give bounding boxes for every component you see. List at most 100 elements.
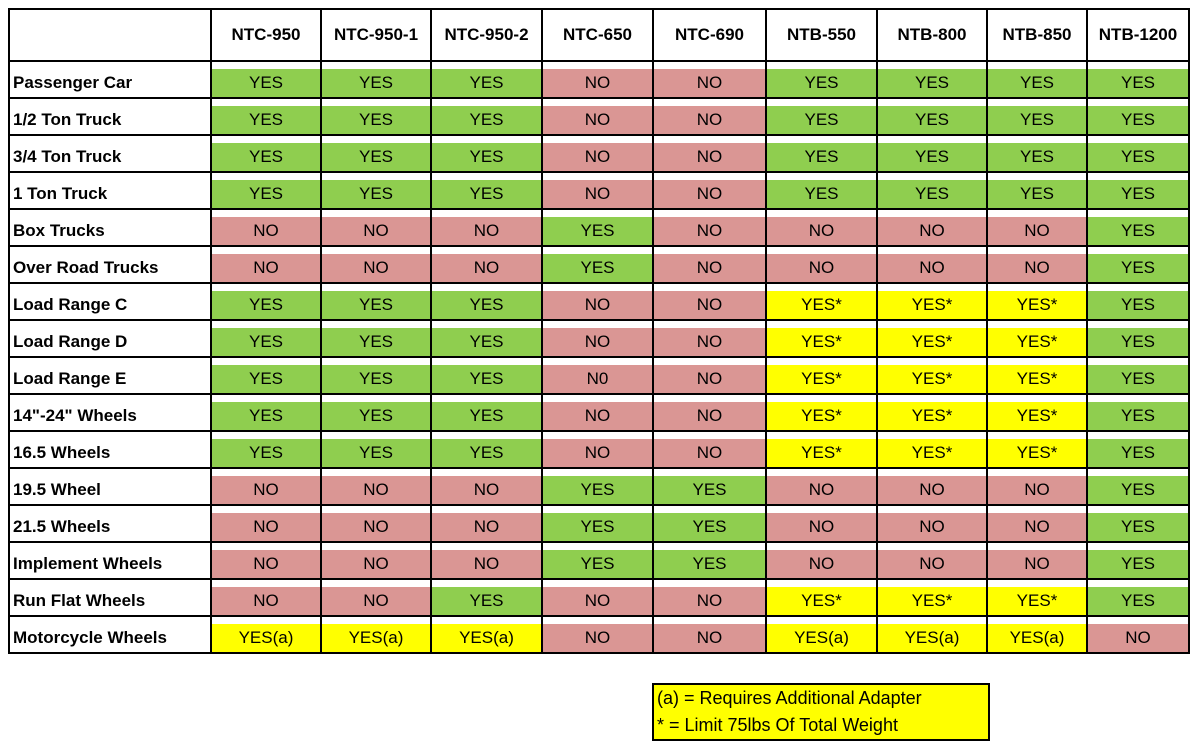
cell: YES: [1086, 430, 1190, 469]
cell: YES: [541, 467, 654, 506]
cell: NO: [541, 430, 654, 469]
cell: NO: [652, 615, 767, 654]
cell: NO: [320, 541, 432, 580]
cell: YES: [876, 97, 988, 136]
table-row: Run Flat Wheels NO NO YES NO NO YES* YES* YES* YE…: [8, 578, 1190, 617]
cell: NO: [986, 504, 1088, 543]
cell: NO: [430, 467, 543, 506]
cell: YES: [210, 393, 322, 432]
cell: NO: [765, 245, 878, 284]
cell: YES: [876, 134, 988, 173]
table-row: 1/2 Ton Truck YES YES YES NO NO YES YES YES YES: [8, 97, 1190, 136]
cell: NO: [320, 467, 432, 506]
cell: YES: [320, 356, 432, 395]
cell: NO: [652, 134, 767, 173]
cell: YES*: [986, 430, 1088, 469]
cell: YES*: [986, 356, 1088, 395]
cell: YES: [210, 430, 322, 469]
cell: YES: [430, 134, 543, 173]
cell: YES: [986, 134, 1088, 173]
cell: NO: [541, 578, 654, 617]
cell: NO: [1086, 615, 1190, 654]
cell: NO: [765, 504, 878, 543]
table-row: 14"-24" Wheels YES YES YES NO NO YES* YES* YES* Y…: [8, 393, 1190, 432]
row-label: 21.5 Wheels: [8, 504, 212, 543]
cell: YES*: [986, 282, 1088, 321]
cell: NO: [541, 615, 654, 654]
cell: YES: [320, 319, 432, 358]
cell: NO: [210, 541, 322, 580]
cell: NO: [430, 245, 543, 284]
cell: YES*: [765, 282, 878, 321]
row-label: Load Range E: [8, 356, 212, 395]
cell: NO: [541, 393, 654, 432]
cell: NO: [652, 208, 767, 247]
cell: YES: [320, 134, 432, 173]
legend-line: (a) = Requires Additional Adapter: [657, 688, 922, 708]
cell: YES: [765, 60, 878, 99]
cell: YES: [765, 134, 878, 173]
cell: YES: [1086, 208, 1190, 247]
cell: YES: [1086, 97, 1190, 136]
cell: YES: [876, 171, 988, 210]
cell: YES: [1086, 356, 1190, 395]
row-label: Motorcycle Wheels: [8, 615, 212, 654]
cell: YES: [210, 97, 322, 136]
cell: YES: [320, 97, 432, 136]
cell: NO: [320, 245, 432, 284]
cell: YES: [210, 356, 322, 395]
cell: YES*: [986, 393, 1088, 432]
table-body: Passenger Car YES YES YES NO NO YES YES YES YES 1/…: [8, 60, 1190, 654]
cell: YES: [430, 430, 543, 469]
cell: NO: [652, 393, 767, 432]
cell: NO: [876, 245, 988, 284]
cell: YES*: [986, 578, 1088, 617]
column-header: NTB-1200: [1086, 8, 1190, 62]
cell: NO: [210, 245, 322, 284]
cell: YES: [430, 578, 543, 617]
cell: NO: [652, 578, 767, 617]
cell: NO: [652, 171, 767, 210]
table-row: Load Range E YES YES YES N0 NO YES* YES* YES* YES: [8, 356, 1190, 395]
cell: YES: [1086, 541, 1190, 580]
cell: NO: [210, 578, 322, 617]
cell: NO: [430, 504, 543, 543]
cell: YES*: [765, 319, 878, 358]
cell: YES: [1086, 60, 1190, 99]
cell: YES: [430, 171, 543, 210]
cell: NO: [652, 319, 767, 358]
cell: NO: [541, 319, 654, 358]
cell: YES: [1086, 578, 1190, 617]
cell: YES*: [765, 393, 878, 432]
cell: NO: [986, 541, 1088, 580]
row-label: 1 Ton Truck: [8, 171, 212, 210]
row-label: 19.5 Wheel: [8, 467, 212, 506]
cell: NO: [541, 97, 654, 136]
cell: YES: [1086, 504, 1190, 543]
table-row: Box Trucks NO NO NO YES NO NO NO NO YES: [8, 208, 1190, 247]
cell: NO: [320, 578, 432, 617]
legend: (a) = Requires Additional Adapter * = Li…: [652, 683, 990, 741]
table-row: 3/4 Ton Truck YES YES YES NO NO YES YES YES YES: [8, 134, 1190, 173]
table-row: Motorcycle Wheels YES(a) YES(a) YES(a) NO NO Y…: [8, 615, 1190, 654]
cell: YES*: [765, 430, 878, 469]
cell: YES: [430, 60, 543, 99]
cell: NO: [652, 97, 767, 136]
row-label: 14"-24" Wheels: [8, 393, 212, 432]
cell: YES*: [765, 356, 878, 395]
row-label: Run Flat Wheels: [8, 578, 212, 617]
cell: YES(a): [210, 615, 322, 654]
cell: YES: [1086, 319, 1190, 358]
column-header: NTB-850: [986, 8, 1088, 62]
cell: NO: [652, 430, 767, 469]
cell: YES(a): [876, 615, 988, 654]
cell: YES(a): [765, 615, 878, 654]
cell: YES: [765, 97, 878, 136]
cell: YES*: [765, 578, 878, 617]
cell: YES: [986, 171, 1088, 210]
cell: YES: [541, 541, 654, 580]
cell: NO: [320, 504, 432, 543]
cell: YES: [430, 356, 543, 395]
cell: YES: [986, 60, 1088, 99]
